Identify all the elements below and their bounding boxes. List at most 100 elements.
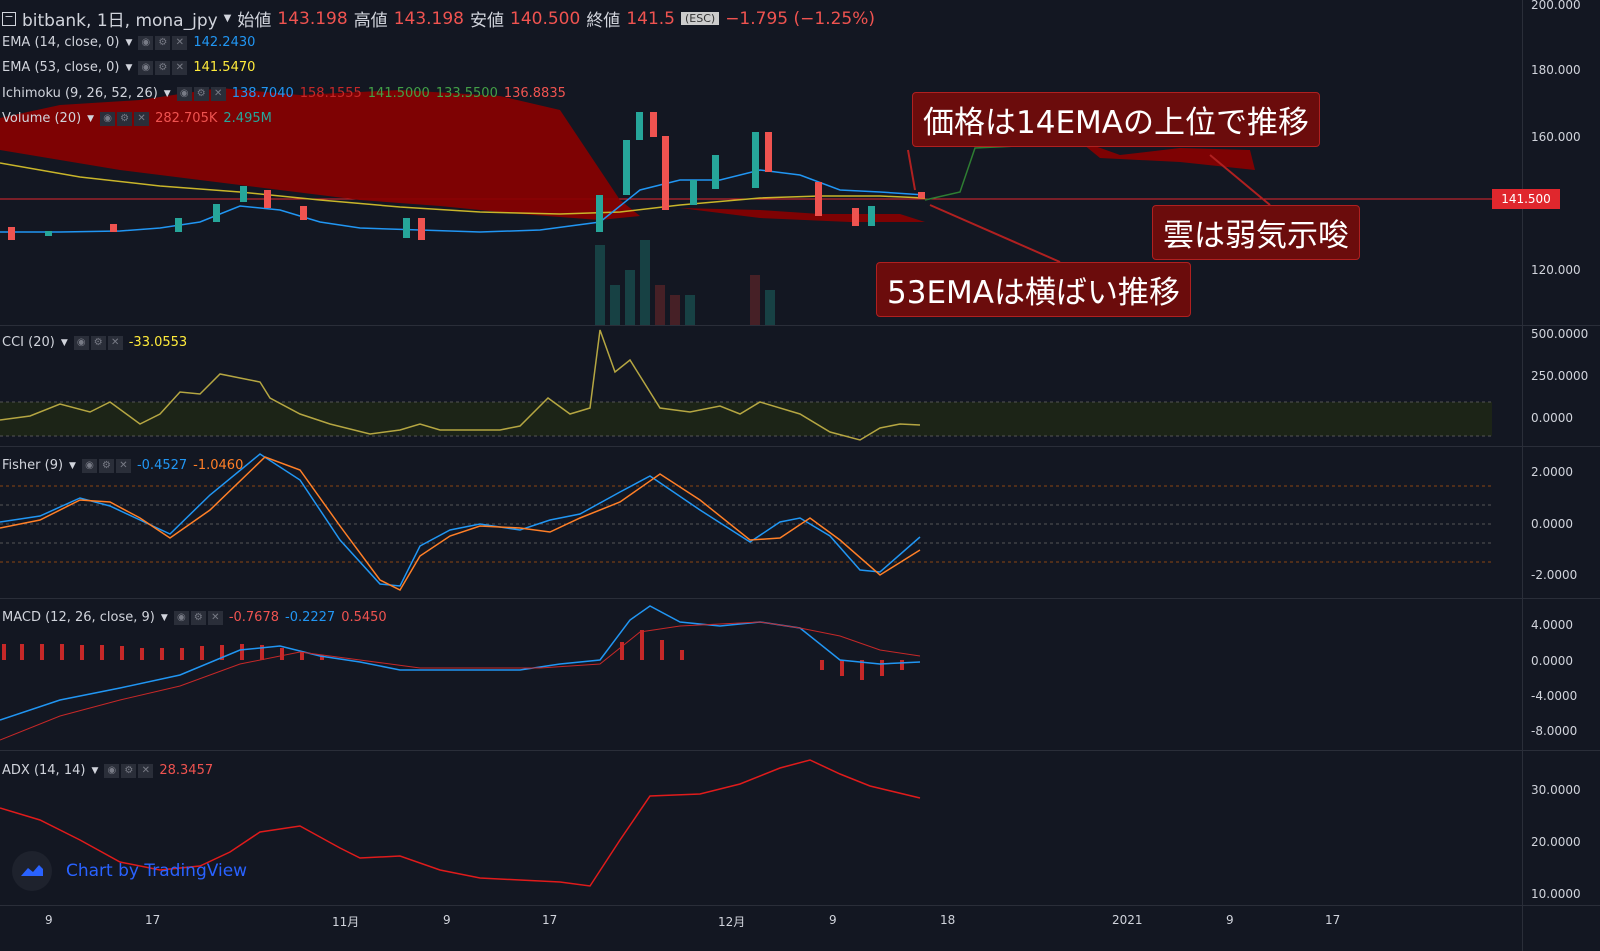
open-value: 143.198 xyxy=(277,8,348,29)
price-axis-label: 180.000 xyxy=(1531,63,1581,77)
chevron-down-icon[interactable]: ▼ xyxy=(69,460,76,471)
price-axis[interactable] xyxy=(1522,0,1600,951)
gear-icon[interactable]: ⚙ xyxy=(90,335,106,350)
pane-separator[interactable] xyxy=(0,446,1600,447)
legend-cci[interactable]: CCI (20) ▼ ◉ ⚙ ✕ -33.0553 xyxy=(2,335,187,350)
fisher-line xyxy=(0,453,921,587)
gear-icon[interactable]: ⚙ xyxy=(190,610,206,625)
macd-value-2: -0.2227 xyxy=(285,610,336,625)
eye-icon[interactable]: ◉ xyxy=(104,763,120,778)
gear-icon[interactable]: ⚙ xyxy=(121,763,137,778)
eye-icon[interactable]: ◉ xyxy=(81,458,97,473)
eye-icon[interactable]: ◉ xyxy=(176,86,192,101)
macd-signal-line xyxy=(0,621,921,741)
chevron-down-icon[interactable]: ▼ xyxy=(91,765,99,776)
callout-ema53[interactable]: 53EMAは横ばい推移 xyxy=(876,262,1191,317)
gear-icon[interactable]: ⚙ xyxy=(155,35,171,50)
adx-name[interactable]: ADX (14, 14) xyxy=(2,763,86,778)
close-icon[interactable]: ✕ xyxy=(172,35,188,50)
high-label: 高値 xyxy=(353,11,388,31)
volume-name[interactable]: Volume (20) xyxy=(2,111,82,126)
legend-adx[interactable]: ADX (14, 14) ▼ ◉ ⚙ ✕ 28.3457 xyxy=(2,763,213,778)
legend-macd[interactable]: MACD (12, 26, close, 9) ▼ ◉ ⚙ ✕ -0.7678 -0.… xyxy=(2,610,387,625)
fisher-axis-label: -2.0000 xyxy=(1531,568,1578,582)
time-axis-label: 11月 xyxy=(332,915,360,929)
ichimoku-value-1: 138.7040 xyxy=(231,86,294,101)
pane-separator[interactable] xyxy=(0,325,1600,326)
eye-icon[interactable]: ◉ xyxy=(100,111,116,126)
fisher-axis-label: 2.0000 xyxy=(1531,465,1573,479)
time-axis-label: 9 xyxy=(443,913,451,927)
branding-text[interactable]: Chart by TradingView xyxy=(66,861,248,881)
chevron-down-icon[interactable]: ▼ xyxy=(160,612,168,623)
macd-name[interactable]: MACD (12, 26, close, 9) xyxy=(2,610,155,625)
fisher-signal-line xyxy=(0,456,921,591)
chevron-down-icon[interactable]: ▼ xyxy=(125,37,133,48)
gear-icon[interactable]: ⚙ xyxy=(193,86,209,101)
fisher-name[interactable]: Fisher (9) xyxy=(2,458,64,473)
legend-fisher[interactable]: Fisher (9) ▼ ◉ ⚙ ✕ -0.4527 -1.0460 xyxy=(2,458,243,473)
volume-bars xyxy=(595,240,775,325)
adx-value: 28.3457 xyxy=(159,763,214,778)
close-icon[interactable]: ✕ xyxy=(138,763,154,778)
callout-cloud[interactable]: 雲は弱気示唆 xyxy=(1152,205,1360,260)
pane-separator[interactable] xyxy=(0,905,1600,906)
legend-volume[interactable]: Volume (20) ▼ ◉ ⚙ ✕ 282.705K 2.495M xyxy=(2,111,272,126)
collapse-icon[interactable]: − xyxy=(2,11,16,26)
ema14-value: 142.2430 xyxy=(193,35,256,50)
legend-ichimoku[interactable]: Ichimoku (9, 26, 52, 26) ▼ ◉ ⚙ ✕ 138.7040 1… xyxy=(2,86,566,101)
close-icon[interactable]: ✕ xyxy=(134,111,150,126)
high-value: 143.198 xyxy=(393,8,464,29)
chevron-down-icon[interactable]: ▼ xyxy=(163,88,171,99)
close-icon[interactable]: ✕ xyxy=(207,610,223,625)
close-icon[interactable]: ✕ xyxy=(172,60,188,75)
gear-icon[interactable]: ⚙ xyxy=(117,111,133,126)
indicator-controls: ◉ ⚙ ✕ xyxy=(176,86,226,101)
close-icon[interactable]: ✕ xyxy=(107,335,123,350)
pane-separator[interactable] xyxy=(0,598,1600,599)
legend-ema53[interactable]: EMA (53, close, 0) ▼ ◉ ⚙ ✕ 141.5470 xyxy=(2,60,255,75)
ema14-name[interactable]: EMA (14, close, 0) xyxy=(2,35,120,50)
ichimoku-cloud xyxy=(0,88,640,220)
indicator-controls: ◉ ⚙ ✕ xyxy=(173,610,223,625)
chevron-down-icon[interactable]: ▼ xyxy=(60,337,68,348)
close-icon[interactable]: ✕ xyxy=(115,458,131,473)
pane-separator[interactable] xyxy=(0,750,1600,751)
low-value: 140.500 xyxy=(510,8,581,29)
main-chart-canvas[interactable] xyxy=(0,0,1522,951)
chevron-down-icon[interactable]: ▼ xyxy=(125,62,133,73)
macd-histogram xyxy=(2,630,904,680)
eye-icon[interactable]: ◉ xyxy=(73,335,89,350)
callout-ema14[interactable]: 価格は14EMAの上位で推移 xyxy=(912,92,1320,147)
cci-axis-label: 0.0000 xyxy=(1531,411,1573,425)
indicator-controls: ◉ ⚙ ✕ xyxy=(104,763,154,778)
ema53-line xyxy=(0,162,926,215)
close-icon[interactable]: ✕ xyxy=(210,86,226,101)
legend-ema14[interactable]: EMA (14, close, 0) ▼ ◉ ⚙ ✕ 142.2430 xyxy=(2,35,255,50)
adx-axis-label: 30.0000 xyxy=(1531,783,1581,797)
eye-icon[interactable]: ◉ xyxy=(173,610,189,625)
gear-icon[interactable]: ⚙ xyxy=(98,458,114,473)
indicator-controls: ◉ ⚙ ✕ xyxy=(138,60,188,75)
ichimoku-value-4: 133.5500 xyxy=(435,86,498,101)
chevron-down-icon[interactable]: ▼ xyxy=(223,13,232,24)
tradingview-branding[interactable]: Chart by TradingView xyxy=(12,851,247,891)
ichimoku-name[interactable]: Ichimoku (9, 26, 52, 26) xyxy=(2,86,158,101)
ichimoku-cloud-future xyxy=(1078,140,1255,170)
time-axis-label: 17 xyxy=(542,913,558,927)
eye-icon[interactable]: ◉ xyxy=(138,60,154,75)
time-axis-label: 2021 xyxy=(1112,913,1143,927)
macd-value-1: -0.7678 xyxy=(228,610,279,625)
time-axis-label: 9 xyxy=(1226,913,1234,927)
ichimoku-value-2: 158.1555 xyxy=(299,86,362,101)
ema14-line xyxy=(0,169,926,233)
time-axis-label: 17 xyxy=(145,913,161,927)
gear-icon[interactable]: ⚙ xyxy=(155,60,171,75)
chevron-down-icon[interactable]: ▼ xyxy=(87,113,95,124)
symbol-label[interactable]: bitbank, 1日, mona_jpy xyxy=(22,11,218,31)
cci-name[interactable]: CCI (20) xyxy=(2,335,55,350)
macd-axis-label: -4.0000 xyxy=(1531,689,1578,703)
ema53-name[interactable]: EMA (53, close, 0) xyxy=(2,60,120,75)
price-axis-label: 200.000 xyxy=(1531,0,1581,12)
eye-icon[interactable]: ◉ xyxy=(138,35,154,50)
